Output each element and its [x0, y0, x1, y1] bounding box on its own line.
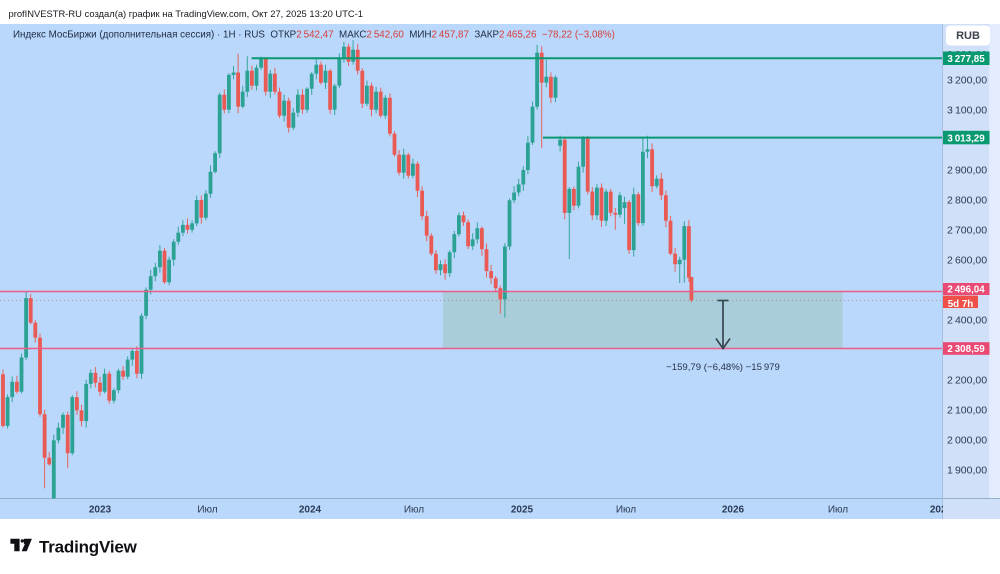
svg-text:RUB: RUB: [956, 30, 980, 42]
svg-text:2 308,59: 2 308,59: [947, 344, 985, 355]
svg-text:profINVESTR-RU создал(а) графи: profINVESTR-RU создал(а) график на Tradi…: [9, 8, 364, 19]
svg-text:TradingView: TradingView: [39, 538, 138, 557]
svg-text:Июл: Июл: [404, 505, 424, 516]
svg-text:−159,79 (−6,48%) −15 979: −159,79 (−6,48%) −15 979: [666, 362, 780, 373]
svg-text:2 800,00: 2 800,00: [947, 194, 987, 206]
svg-text:2 400,00: 2 400,00: [947, 314, 987, 326]
svg-text:3 100,00: 3 100,00: [947, 104, 987, 116]
svg-text:3 013,29: 3 013,29: [947, 133, 985, 144]
svg-text:2023: 2023: [89, 505, 112, 516]
svg-text:2 200,00: 2 200,00: [947, 374, 987, 386]
svg-text:2025: 2025: [511, 505, 534, 516]
svg-text:2 100,00: 2 100,00: [947, 404, 987, 416]
svg-text:2026: 2026: [722, 505, 745, 516]
svg-text:2 700,00: 2 700,00: [947, 224, 987, 236]
svg-text:2 600,00: 2 600,00: [947, 254, 987, 266]
svg-text:Индекс МосБиржи (дополнительна: Индекс МосБиржи (дополнительная сессия) …: [13, 29, 615, 40]
svg-text:2 900,00: 2 900,00: [947, 164, 987, 176]
svg-text:2 000,00: 2 000,00: [947, 434, 987, 446]
svg-text:1 900,00: 1 900,00: [947, 464, 987, 476]
svg-text:Июл: Июл: [197, 505, 217, 516]
svg-text:Июл: Июл: [828, 505, 848, 516]
svg-text:2024: 2024: [299, 505, 322, 516]
svg-text:3 277,85: 3 277,85: [947, 54, 985, 65]
svg-text:2 496,04: 2 496,04: [947, 285, 985, 296]
svg-text:3 200,00: 3 200,00: [947, 74, 987, 86]
svg-text:Июл: Июл: [616, 505, 636, 516]
svg-text:5d 7h: 5d 7h: [948, 299, 974, 310]
